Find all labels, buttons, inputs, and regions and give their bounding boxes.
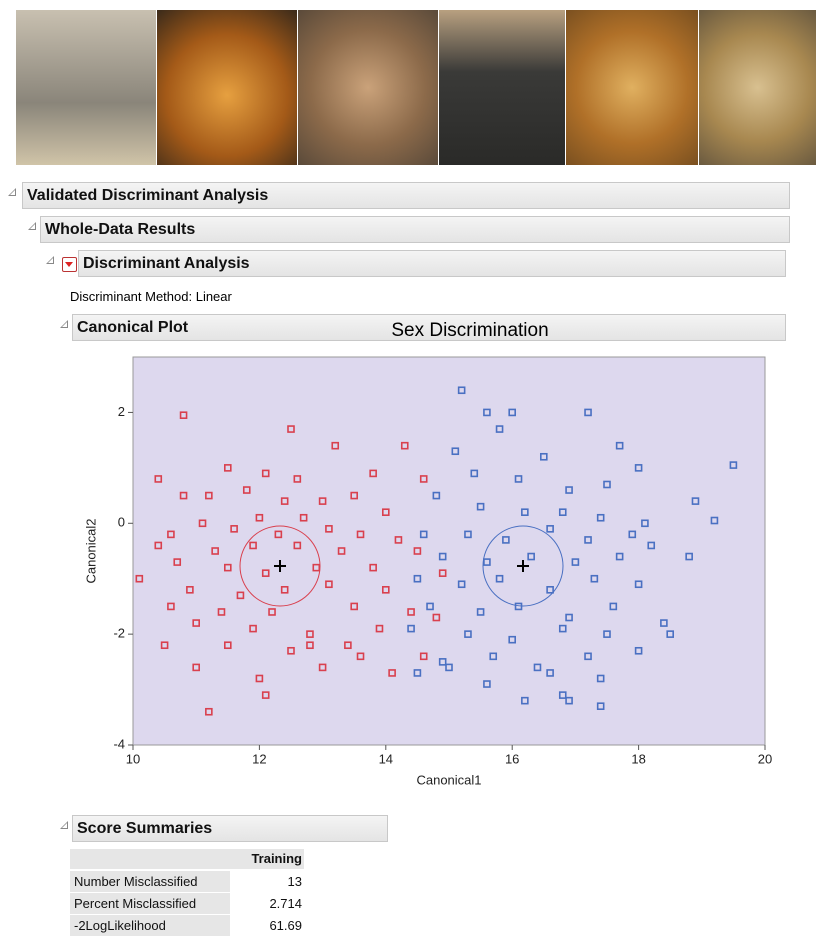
y-tick-label: 2: [118, 404, 125, 419]
x-tick-label: 12: [252, 751, 266, 766]
photo-puma: [298, 10, 438, 165]
disclosure-icon[interactable]: [46, 256, 54, 264]
cell-value: 2.714: [230, 893, 302, 914]
cell-value: 13: [230, 871, 302, 892]
row-label: Percent Misclassified: [74, 893, 230, 914]
outline-header[interactable]: Whole-Data Results: [40, 216, 790, 243]
y-axis-label: Canonical2: [83, 518, 98, 583]
x-tick-label: 18: [631, 751, 645, 766]
x-tick-label: 10: [126, 751, 140, 766]
chart: 10 12 14 16 18 20 -4 -2 0 2 Canonical1 Canonical2: [0, 350, 816, 800]
photo-rhino: [439, 10, 565, 165]
disclosure-icon[interactable]: [60, 320, 68, 328]
method-text: Discriminant Method: Linear: [70, 289, 232, 304]
photo-elephant: [16, 10, 156, 165]
photo-cheetah: [566, 10, 698, 165]
disclosure-icon[interactable]: [28, 222, 36, 230]
red-triangle-menu[interactable]: [62, 257, 77, 272]
x-tick-label: 14: [379, 751, 393, 766]
column-header: Training: [70, 848, 302, 869]
cell-value: 61.69: [230, 915, 302, 936]
photo-tiger: [157, 10, 297, 165]
y-tick-label: 0: [118, 515, 125, 530]
table: Training Number Misclassified13Percent M…: [70, 849, 304, 937]
outline-header[interactable]: Score Summaries: [72, 815, 388, 842]
disclosure-icon[interactable]: [8, 188, 16, 196]
y-tick-label: -2: [113, 626, 125, 641]
outline-header[interactable]: Discriminant Analysis: [78, 250, 786, 277]
x-axis-label: Canonical1: [416, 772, 481, 787]
outline-header[interactable]: Validated Discriminant Analysis: [22, 182, 790, 209]
chart-title: Sex Discrimination: [300, 320, 640, 342]
x-tick-label: 16: [505, 751, 519, 766]
disclosure-icon[interactable]: [60, 821, 68, 829]
page: Validated Discriminant Analysis Whole-Da…: [0, 0, 816, 941]
row-label: Number Misclassified: [74, 871, 230, 892]
plot-area: [133, 357, 765, 745]
photo-lion: [699, 10, 816, 165]
y-tick-label: -4: [113, 736, 125, 751]
row-label: -2LogLikelihood: [74, 915, 230, 936]
x-tick-label: 20: [758, 751, 772, 766]
